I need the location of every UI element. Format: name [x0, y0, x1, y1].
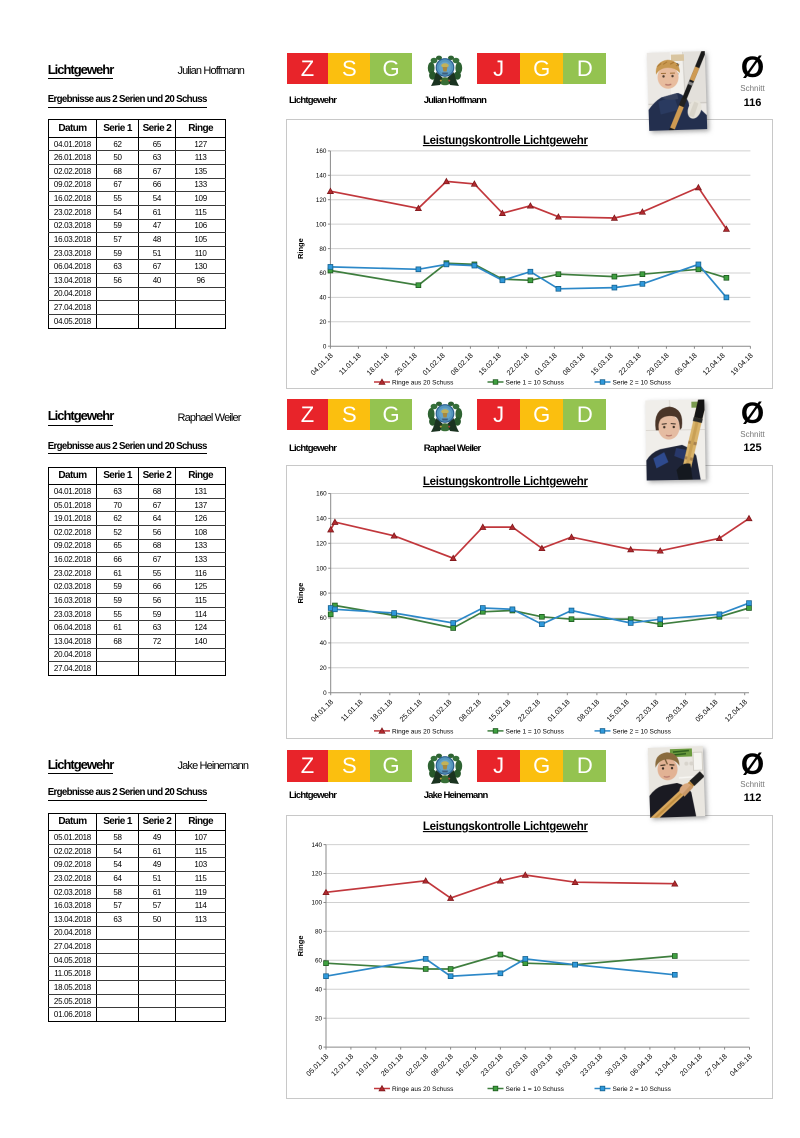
svg-text:Ringe aus 20 Schuss: Ringe aus 20 Schuss [392, 379, 454, 386]
svg-text:Serie 1 = 10 Schuss: Serie 1 = 10 Schuss [506, 1086, 565, 1093]
svg-text:Serie 1 = 10 Schuss: Serie 1 = 10 Schuss [506, 728, 565, 735]
svg-text:140: 140 [316, 515, 327, 522]
svg-text:Ringe aus 20 Schuss: Ringe aus 20 Schuss [392, 728, 454, 735]
svg-text:Leistungskontrolle Lichtgewehr: Leistungskontrolle Lichtgewehr [423, 135, 589, 147]
svg-text:40: 40 [319, 294, 327, 301]
svg-text:140: 140 [316, 172, 327, 179]
svg-text:20: 20 [315, 1016, 323, 1023]
svg-text:80: 80 [319, 246, 327, 253]
svg-text:80: 80 [315, 929, 323, 936]
svg-text:120: 120 [316, 197, 327, 204]
svg-text:100: 100 [316, 565, 327, 572]
svg-text:140: 140 [311, 842, 322, 849]
svg-text:Serie 1 = 10 Schuss: Serie 1 = 10 Schuss [506, 379, 565, 386]
svg-text:80: 80 [320, 590, 328, 597]
svg-text:100: 100 [311, 900, 322, 907]
svg-text:20: 20 [320, 665, 328, 672]
svg-text:60: 60 [315, 958, 323, 965]
svg-text:Leistungskontrolle Lichtgewehr: Leistungskontrolle Lichtgewehr [423, 476, 589, 488]
svg-text:0: 0 [318, 1044, 322, 1051]
svg-text:Leistungskontrolle Lichtgewehr: Leistungskontrolle Lichtgewehr [423, 821, 589, 833]
svg-text:100: 100 [316, 221, 327, 228]
svg-text:60: 60 [320, 615, 328, 622]
svg-text:40: 40 [320, 640, 328, 647]
svg-text:120: 120 [316, 540, 327, 547]
svg-text:Serie 2 = 10 Schuss: Serie 2 = 10 Schuss [613, 728, 672, 735]
svg-text:160: 160 [316, 490, 327, 497]
svg-text:Serie 2 = 10 Schuss: Serie 2 = 10 Schuss [613, 1086, 672, 1093]
svg-text:Ringe aus 20 Schuss: Ringe aus 20 Schuss [392, 1086, 454, 1093]
svg-text:0: 0 [323, 690, 327, 697]
svg-text:60: 60 [319, 270, 327, 277]
svg-text:Ringe: Ringe [296, 582, 305, 603]
svg-text:0: 0 [323, 343, 327, 350]
svg-text:Ringe: Ringe [296, 936, 305, 957]
svg-text:Serie 2 = 10 Schuss: Serie 2 = 10 Schuss [613, 379, 672, 386]
svg-text:40: 40 [315, 987, 323, 994]
svg-text:160: 160 [316, 148, 327, 155]
svg-text:20: 20 [319, 319, 327, 326]
svg-text:Ringe: Ringe [296, 238, 305, 259]
svg-text:120: 120 [311, 871, 322, 878]
